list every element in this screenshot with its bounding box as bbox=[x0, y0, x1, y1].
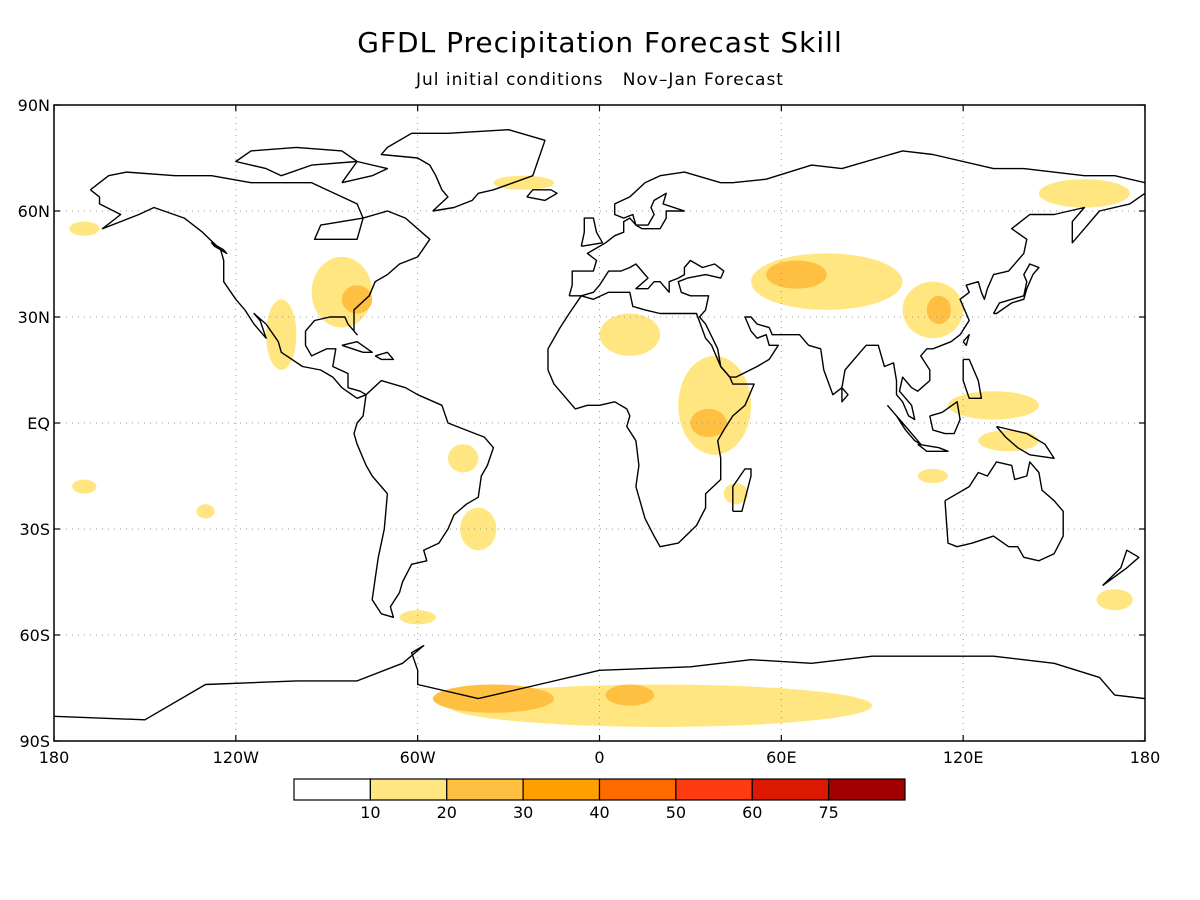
skill-region-13 bbox=[948, 391, 1039, 420]
coastline-18 bbox=[341, 341, 373, 353]
colorbar-label: 20 bbox=[437, 803, 457, 822]
skill-region-20 bbox=[1096, 589, 1133, 611]
lat-tick-label: 60S bbox=[19, 626, 50, 645]
coastline-23 bbox=[841, 387, 849, 403]
coastline-12 bbox=[992, 263, 1040, 315]
skill-region-6 bbox=[678, 355, 752, 455]
skill-shading bbox=[69, 175, 1133, 727]
colorbar-label: 60 bbox=[742, 803, 762, 822]
coastline-20 bbox=[962, 334, 970, 346]
skill-region-12 bbox=[599, 313, 661, 356]
chart-subtitle: Jul initial conditions Nov–Jan Forecast bbox=[416, 70, 784, 90]
skill-region-11 bbox=[926, 295, 952, 325]
colorbar-swatch-4 bbox=[598, 778, 677, 801]
colorbar-label: 10 bbox=[360, 803, 380, 822]
coastline-1 bbox=[353, 379, 495, 618]
lon-tick-label: 60E bbox=[766, 748, 796, 767]
colorbar: 10 20 30 40 50 60 75 bbox=[293, 778, 906, 822]
skill-region-21 bbox=[1038, 179, 1130, 208]
coastline-7 bbox=[944, 461, 1064, 562]
coastline-15 bbox=[54, 644, 1145, 721]
lon-tick-label: 120E bbox=[943, 748, 984, 767]
lon-tick-label: 180 bbox=[39, 748, 70, 767]
coastline-17 bbox=[235, 146, 389, 184]
chart-title: GFDL Precipitation Forecast Skill bbox=[357, 26, 843, 59]
coastline-10 bbox=[917, 443, 949, 452]
skill-region-15 bbox=[460, 507, 497, 551]
colorbar-swatch-2 bbox=[446, 778, 524, 801]
colorbar-swatch-0 bbox=[293, 778, 371, 801]
coastline-3 bbox=[568, 150, 1145, 296]
lat-tick-label: 60N bbox=[18, 202, 50, 221]
lat-tick-label: EQ bbox=[27, 414, 50, 433]
coastline-16 bbox=[210, 242, 228, 255]
skill-region-23 bbox=[69, 221, 100, 236]
lat-tick-label: 90N bbox=[18, 96, 50, 115]
skill-region-0 bbox=[447, 684, 873, 727]
colorbar-swatch-1 bbox=[369, 778, 448, 801]
lon-tick-label: 120W bbox=[213, 748, 260, 767]
colorbar-label: 40 bbox=[589, 803, 609, 822]
coastline-14 bbox=[526, 189, 558, 202]
lat-tick-label: 30N bbox=[18, 308, 50, 327]
lat-tick-label: 90S bbox=[19, 732, 50, 751]
skill-region-2 bbox=[605, 684, 655, 706]
colorbar-label: 50 bbox=[666, 803, 686, 822]
skill-region-9 bbox=[766, 260, 827, 289]
lat-tick-label: 30S bbox=[19, 520, 50, 539]
coastline-9 bbox=[929, 401, 961, 435]
coastlines bbox=[54, 129, 1145, 721]
coastline-0 bbox=[89, 171, 431, 399]
colorbar-swatch-6 bbox=[751, 778, 830, 801]
skill-region-24 bbox=[723, 483, 748, 505]
coastline-4 bbox=[569, 192, 1145, 421]
lon-tick-label: 60W bbox=[400, 748, 436, 767]
coastline-2 bbox=[380, 129, 546, 212]
lon-tick-label: 0 bbox=[594, 748, 604, 767]
skill-region-25 bbox=[917, 468, 949, 484]
skill-region-18 bbox=[72, 479, 97, 494]
map-gridlines bbox=[54, 105, 1145, 741]
colorbar-swatch-5 bbox=[675, 778, 753, 801]
skill-region-16 bbox=[447, 444, 479, 473]
colorbar-swatch-3 bbox=[522, 778, 601, 801]
skill-region-19 bbox=[196, 504, 215, 519]
skill-region-1 bbox=[432, 684, 555, 713]
colorbar-swatch-7 bbox=[828, 778, 906, 801]
skill-region-17 bbox=[399, 610, 436, 625]
coastline-22 bbox=[1102, 549, 1140, 587]
colorbar-label: 75 bbox=[818, 803, 838, 822]
skill-region-22 bbox=[493, 175, 555, 190]
coastline-13 bbox=[580, 217, 604, 247]
coastline-11 bbox=[995, 425, 1055, 459]
colorbar-label: 30 bbox=[513, 803, 533, 822]
coastline-6 bbox=[732, 468, 752, 512]
coastline-19 bbox=[374, 351, 395, 361]
skill-region-4 bbox=[341, 285, 373, 314]
coastline-8 bbox=[886, 404, 922, 445]
coastline-21 bbox=[962, 358, 983, 399]
lon-tick-label: 180 bbox=[1130, 748, 1161, 767]
coastline-5 bbox=[547, 291, 755, 548]
